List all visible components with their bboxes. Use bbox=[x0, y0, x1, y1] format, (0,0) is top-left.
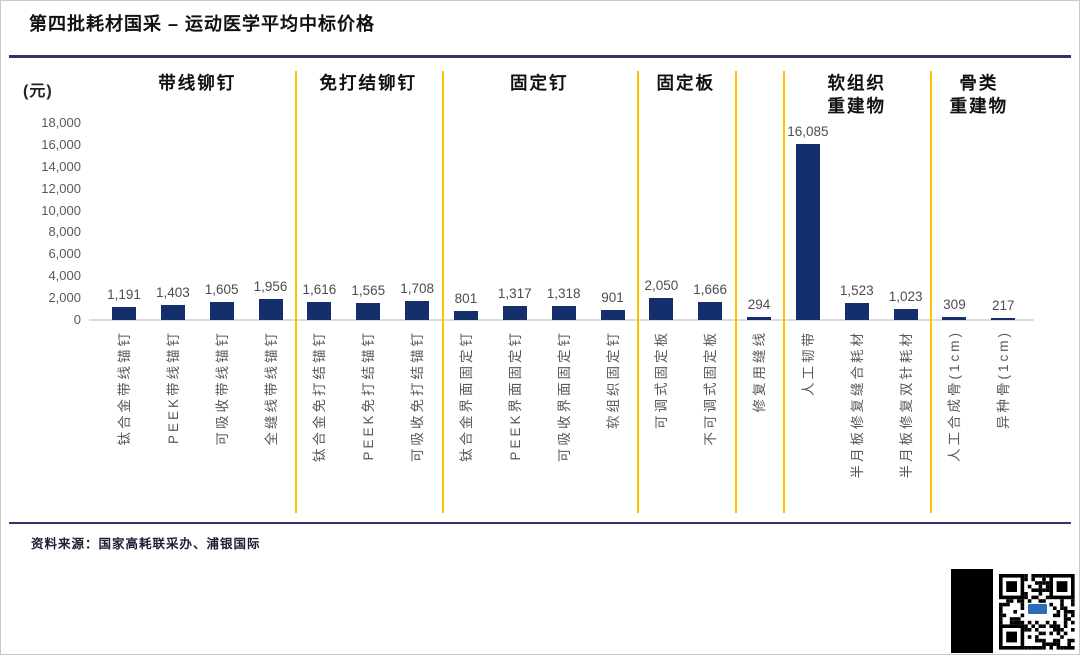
bar bbox=[795, 143, 820, 320]
x-axis-label: 异种骨(1cm) bbox=[996, 330, 1012, 429]
qr-dark-block bbox=[951, 569, 993, 653]
x-axis-label: 半月板修复缝合耗材 bbox=[849, 330, 865, 479]
bar bbox=[844, 303, 869, 320]
y-axis-tick: 16,000 bbox=[41, 136, 81, 152]
group-separator bbox=[734, 71, 737, 513]
group-separator bbox=[441, 71, 444, 513]
group-separator bbox=[930, 71, 933, 513]
group-header: 固定钉 bbox=[509, 73, 569, 93]
bar bbox=[453, 311, 478, 320]
x-axis-label: 人工合成骨(1cm) bbox=[947, 330, 963, 462]
footer-divider bbox=[9, 522, 1071, 524]
y-axis-tick: 14,000 bbox=[41, 158, 81, 174]
bar bbox=[991, 317, 1016, 320]
bar bbox=[942, 316, 967, 320]
bar-value-label: 801 bbox=[454, 291, 478, 307]
bar-value-label: 1,956 bbox=[253, 278, 288, 294]
bar bbox=[307, 302, 332, 320]
bar-value-label: 1,318 bbox=[546, 285, 581, 301]
bar-value-label: 1,523 bbox=[839, 283, 874, 299]
bar-value-label: 1,403 bbox=[155, 284, 190, 300]
bar bbox=[600, 310, 625, 320]
x-axis-label: 可调式固定板 bbox=[654, 330, 670, 429]
source-note: 资料来源：国家高耗联采办、浦银国际 bbox=[31, 537, 261, 551]
bar bbox=[502, 305, 527, 320]
bar bbox=[747, 316, 772, 320]
bar-value-label: 1,565 bbox=[351, 282, 386, 298]
x-axis-baseline bbox=[89, 319, 1034, 321]
y-axis-unit-label: (元) bbox=[23, 83, 53, 100]
bar-value-label: 2,050 bbox=[644, 277, 679, 293]
x-axis-label: 可吸收免打结锚钉 bbox=[410, 330, 426, 462]
y-axis-tick: 6,000 bbox=[48, 246, 81, 262]
x-axis-label: 全缝线带线锚钉 bbox=[263, 330, 279, 446]
group-header: 软组织 重建物 bbox=[827, 73, 886, 116]
x-axis-label: 软组织固定钉 bbox=[605, 330, 621, 429]
x-axis-label: 钛合金带线锚钉 bbox=[117, 330, 132, 446]
group-header: 固定板 bbox=[656, 73, 716, 93]
x-axis-label: PEEK免打结锚钉 bbox=[361, 330, 377, 461]
y-axis-tick: 12,000 bbox=[41, 180, 81, 196]
x-axis-label: 不可调式固定板 bbox=[703, 330, 719, 446]
group-separator bbox=[294, 71, 297, 513]
y-axis-tick: 2,000 bbox=[48, 290, 81, 306]
bar-value-label: 1,023 bbox=[888, 288, 923, 304]
x-axis-label: 钛合金免打结锚钉 bbox=[312, 330, 328, 462]
group-header: 骨类 重建物 bbox=[949, 73, 1009, 116]
x-axis-label: 半月板修复双针耗材 bbox=[898, 330, 914, 479]
page-title: 第四批耗材国采 – 运动医学平均中标价格 bbox=[29, 14, 376, 34]
bar-value-label: 1,666 bbox=[693, 281, 728, 297]
qr-code bbox=[995, 570, 1079, 654]
x-axis-label: PEEK界面固定钉 bbox=[507, 330, 523, 461]
bar bbox=[160, 304, 185, 320]
group-header: 带线铆钉 bbox=[158, 73, 237, 93]
bar bbox=[893, 308, 918, 320]
bar-value-label: 1,605 bbox=[204, 282, 239, 298]
bar-value-label: 16,085 bbox=[787, 123, 829, 139]
bar-value-label: 294 bbox=[747, 296, 771, 312]
x-axis-label: 可吸收带线锚钉 bbox=[214, 330, 230, 446]
bar-value-label: 217 bbox=[992, 297, 1015, 313]
bar bbox=[258, 298, 283, 320]
y-axis-tick: 8,000 bbox=[48, 224, 81, 240]
group-separator bbox=[783, 71, 786, 513]
group-header: 免打结铆钉 bbox=[319, 73, 417, 93]
bar bbox=[551, 305, 576, 320]
x-axis-label: PEEK带线锚钉 bbox=[165, 330, 181, 445]
bar-value-label: 1,317 bbox=[497, 285, 532, 301]
bar-value-label: 1,616 bbox=[302, 282, 337, 298]
bar bbox=[405, 301, 430, 320]
x-axis-label: 钛合金界面固定钉 bbox=[458, 330, 474, 462]
y-axis-tick: 18,000 bbox=[41, 115, 81, 130]
bar-value-label: 1,708 bbox=[400, 281, 434, 297]
bar-value-label: 1,191 bbox=[107, 286, 141, 302]
bar bbox=[209, 302, 234, 320]
bar bbox=[356, 302, 381, 320]
bar bbox=[698, 301, 723, 320]
title-divider bbox=[9, 55, 1071, 58]
x-axis-label: 可吸收界面固定钉 bbox=[556, 330, 572, 462]
bar bbox=[649, 297, 674, 320]
bar-value-label: 309 bbox=[943, 296, 966, 312]
bar-value-label: 901 bbox=[601, 290, 624, 306]
x-axis-label: 人工韧带 bbox=[800, 330, 816, 396]
qr-center-logo-icon bbox=[1027, 603, 1048, 615]
y-axis-tick: 0 bbox=[73, 312, 81, 327]
x-axis-label: 修复用缝线 bbox=[752, 330, 768, 413]
bar bbox=[112, 306, 136, 320]
group-separator bbox=[636, 71, 639, 513]
y-axis-tick: 10,000 bbox=[41, 202, 81, 218]
y-axis-tick: 4,000 bbox=[48, 268, 81, 284]
